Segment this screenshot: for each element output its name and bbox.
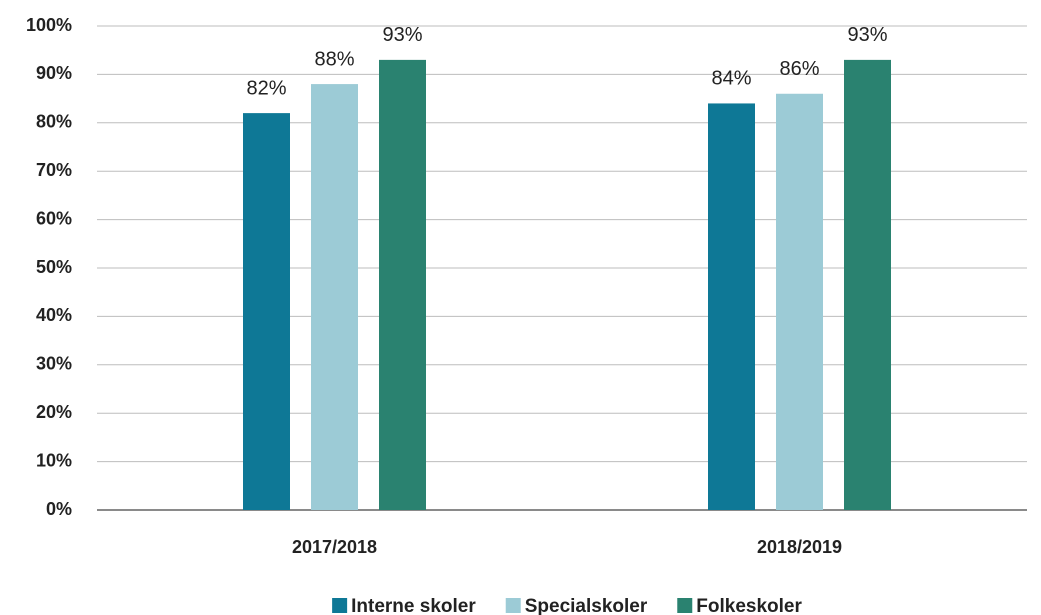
y-tick-label: 70% — [36, 160, 72, 180]
bar — [379, 59, 426, 510]
value-label: 84% — [711, 68, 751, 90]
y-tick-label: 50% — [36, 257, 72, 277]
y-tick-label: 10% — [36, 450, 72, 470]
legend-swatch — [677, 598, 693, 613]
y-tick-label: 40% — [36, 305, 72, 325]
y-tick-label: 100% — [26, 15, 72, 35]
y-tick-label: 30% — [36, 354, 72, 374]
bar — [844, 59, 891, 510]
x-tick-label: 2017/2018 — [292, 537, 377, 557]
legend-label: Interne skoler — [351, 596, 476, 615]
value-label: 86% — [779, 58, 819, 80]
bar — [243, 113, 290, 511]
value-label: 88% — [314, 48, 354, 70]
value-label: 93% — [847, 24, 887, 46]
y-tick-label: 0% — [46, 499, 72, 519]
bar — [776, 93, 823, 510]
bar — [708, 103, 755, 510]
legend-swatch — [505, 598, 521, 613]
value-label: 82% — [246, 77, 286, 99]
bar — [311, 84, 358, 510]
y-tick-label: 90% — [36, 63, 72, 83]
y-tick-label: 20% — [36, 402, 72, 422]
legend-label: Specialskoler — [525, 596, 648, 615]
legend-label: Folkeskoler — [696, 596, 802, 615]
value-label: 93% — [382, 24, 422, 46]
y-tick-label: 80% — [36, 112, 72, 132]
legend-swatch — [332, 598, 348, 613]
y-tick-label: 60% — [36, 208, 72, 228]
x-tick-label: 2018/2019 — [757, 537, 842, 557]
